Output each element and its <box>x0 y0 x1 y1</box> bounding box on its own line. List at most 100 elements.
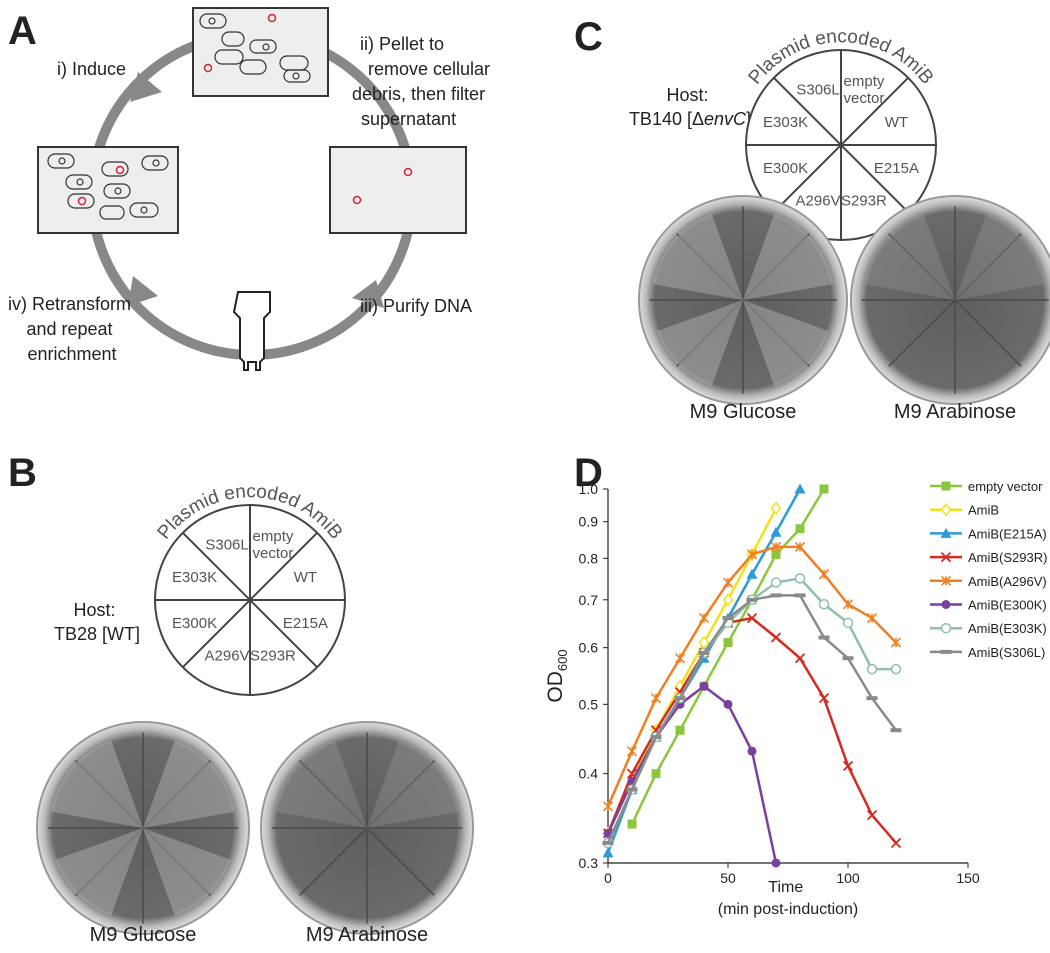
marker <box>746 612 758 624</box>
sector-label-line: S306L <box>205 537 248 554</box>
panel-label: B <box>8 451 37 495</box>
sector-label: empty vector <box>844 73 885 107</box>
marker <box>722 616 734 621</box>
marker <box>651 769 661 779</box>
sector-label-line: E300K <box>172 615 217 632</box>
sector-label: E215A <box>283 615 328 632</box>
sector-label-line: S293R <box>250 647 296 664</box>
marker <box>866 663 878 675</box>
plate-divider <box>299 760 435 896</box>
marker <box>818 693 830 704</box>
growth <box>743 300 830 387</box>
growth <box>955 213 1046 300</box>
sector-label-line: empty <box>844 73 885 90</box>
y-tick-label: 0.9 <box>579 514 599 530</box>
marker <box>674 653 686 664</box>
x-axis-label: Time (min post-induction) <box>718 879 859 918</box>
step-text: iv) Retransform and repeat enrichment <box>8 294 136 364</box>
marker <box>698 613 710 624</box>
marker <box>866 696 878 701</box>
y-tick-label: 0.8 <box>579 550 599 566</box>
sector-label: A296V <box>796 192 841 209</box>
sector-label-line: A296V <box>796 192 841 209</box>
plate-label: M9 Glucose <box>90 924 197 946</box>
marker <box>819 484 829 494</box>
marker <box>674 696 686 701</box>
x-tick-label: 0 <box>604 870 612 886</box>
step-text: i) Induce <box>57 59 126 79</box>
series-line <box>606 684 778 864</box>
marker <box>746 549 758 560</box>
cells <box>47 13 311 220</box>
sector-label: E300K <box>172 615 217 632</box>
plate-divider <box>75 760 211 896</box>
marker <box>794 653 806 664</box>
sector-label: S306L <box>796 82 839 99</box>
sector-label: A296V <box>205 647 250 664</box>
plate-label: M9 Glucose <box>690 401 797 423</box>
plate-label: M9 Arabinose <box>894 401 1016 423</box>
marker <box>941 600 951 609</box>
marker <box>794 593 806 598</box>
column-icon <box>232 291 271 371</box>
marker <box>940 503 952 517</box>
sector-label: S293R <box>841 192 887 209</box>
sector-label: WT <box>885 114 908 131</box>
legend-label: AmiB(E215A) <box>968 526 1047 541</box>
y-tick-label: 0.6 <box>579 640 599 656</box>
legend-label: empty vector <box>968 479 1043 494</box>
marker <box>747 746 757 756</box>
growth <box>652 213 743 300</box>
marker <box>626 746 638 757</box>
marker <box>866 613 878 624</box>
sector-label: S306L <box>205 537 248 554</box>
series-line <box>606 488 802 854</box>
legend-label: AmiB(S293R) <box>968 550 1047 565</box>
sector-label-line: vector <box>844 90 885 107</box>
series-line <box>630 488 826 825</box>
marker <box>770 526 782 537</box>
marker <box>795 524 805 534</box>
sector-label-line: vector <box>253 545 294 562</box>
growth <box>143 828 231 916</box>
marker <box>650 735 662 740</box>
sector-label: E303K <box>763 114 808 131</box>
marker <box>866 809 878 821</box>
marker <box>602 840 614 845</box>
panel-c: C Plasmid encoded AmiB Host: TB140 [Δenv… <box>574 15 1050 423</box>
marker <box>842 599 854 610</box>
marker <box>723 699 733 709</box>
sector-label-line: E215A <box>874 160 919 177</box>
legend-label: AmiB <box>968 503 999 518</box>
sector-label-line: E303K <box>763 114 808 131</box>
sector-label: S293R <box>250 647 296 664</box>
panel-label: A <box>8 9 37 53</box>
x-tick-label: 50 <box>720 870 736 886</box>
marker <box>794 541 806 552</box>
sector-label-line: E215A <box>283 615 328 632</box>
step-text: ii) Pellet to remove cellular debris, th… <box>352 34 495 129</box>
y-tick-label: 0.3 <box>579 855 599 871</box>
wheel-divider <box>773 77 909 213</box>
plate-divider <box>676 233 810 367</box>
panel-d: D OD600 Time (min post-induction) 0.3 0.4… <box>544 451 1047 918</box>
sector-label: WT <box>294 569 317 586</box>
sector-label: E300K <box>763 160 808 177</box>
marker <box>890 637 902 648</box>
sector-label: E215A <box>874 160 919 177</box>
host: Host: TB28 [WT] <box>54 600 140 644</box>
sector-label-line: WT <box>885 114 908 131</box>
host: Host: TB140 [ΔenvC] <box>629 85 751 129</box>
panel-label: C <box>574 15 603 59</box>
plate-label: M9 Arabinose <box>306 924 428 946</box>
growth <box>864 213 955 300</box>
marker <box>842 760 854 772</box>
marker <box>940 527 952 538</box>
marker <box>941 481 951 491</box>
marker <box>770 501 782 515</box>
marker <box>818 635 830 640</box>
growth <box>656 300 743 387</box>
legend-label: AmiB(A296V) <box>968 574 1047 589</box>
marker <box>842 656 854 661</box>
marker <box>818 569 830 580</box>
